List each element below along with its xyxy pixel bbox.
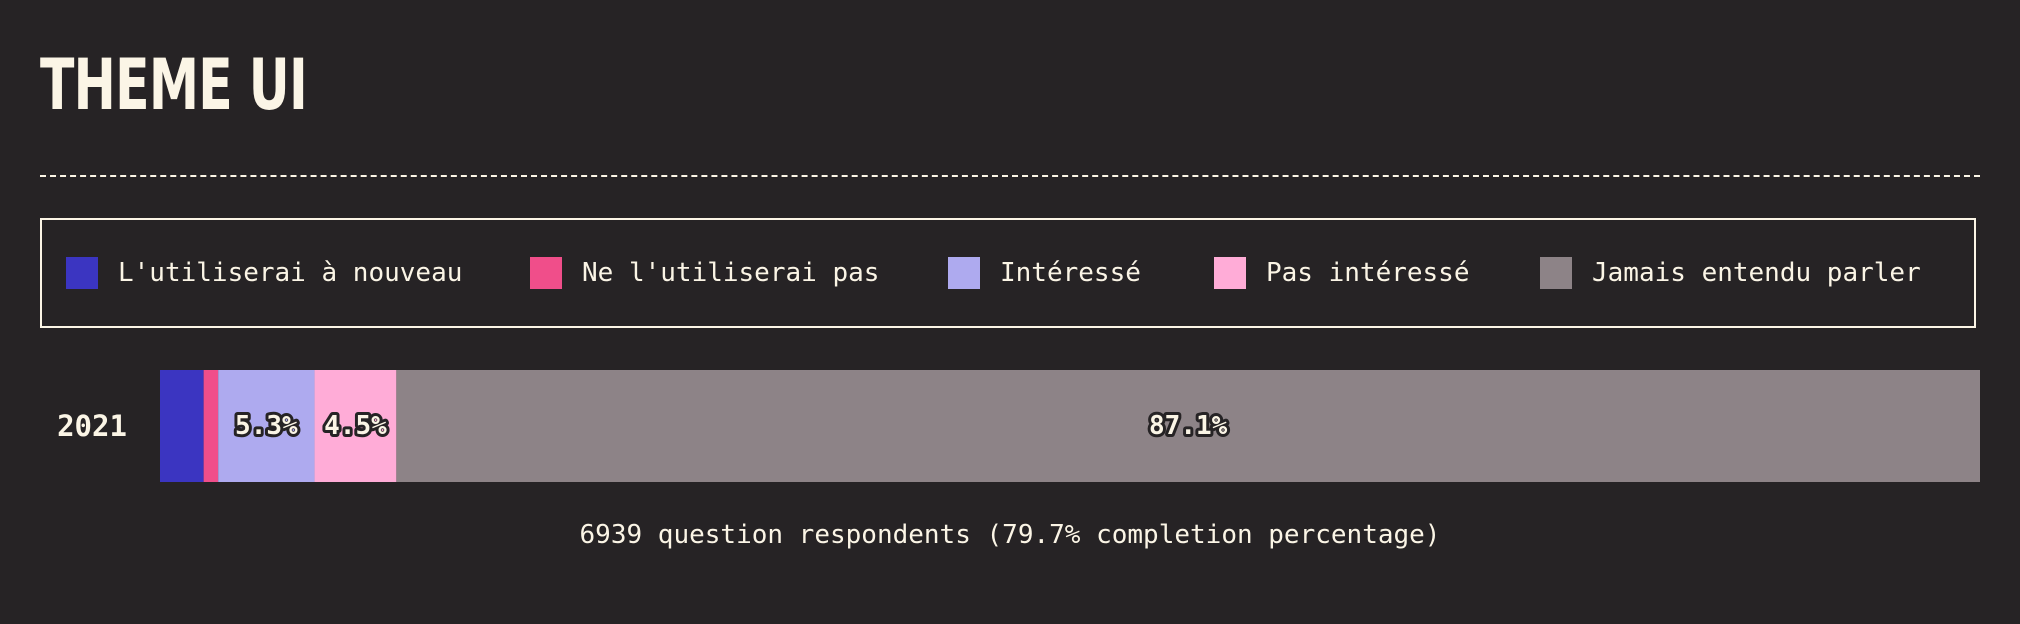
bar-segment-3[interactable] <box>314 370 397 482</box>
legend-swatch <box>1214 257 1246 289</box>
legend-swatch <box>66 257 98 289</box>
legend-item-would-not-use[interactable]: Ne l'utiliserai pas <box>530 257 879 289</box>
category-label-2021: 2021 <box>57 409 127 443</box>
legend-item-would-use-again[interactable]: L'utiliserai à nouveau <box>66 257 462 289</box>
bar-segment-0[interactable] <box>160 370 204 482</box>
legend-label: Ne l'utiliserai pas <box>582 258 880 288</box>
stacked-bar-svg: 5.3% 4.5% 87.1% <box>160 370 1980 482</box>
legend-label: Intéressé <box>1000 258 1141 288</box>
legend-swatch <box>530 257 562 289</box>
legend-item-interested[interactable]: Intéressé <box>948 257 1141 289</box>
bar-segment-label-3: 4.5% <box>324 411 387 441</box>
bar-segment-label-4: 87.1% <box>1149 411 1228 441</box>
bar-segment-label-2: 5.3% <box>235 411 298 441</box>
legend-item-not-interested[interactable]: Pas intéressé <box>1214 257 1470 289</box>
legend-swatch <box>948 257 980 289</box>
respondents-note: 6939 question respondents (79.7% complet… <box>579 520 1441 550</box>
bar-segment-1[interactable] <box>203 370 219 482</box>
stacked-bar-2021: 5.3% 4.5% 87.1% <box>160 370 1980 482</box>
bar-segment-4[interactable] <box>396 370 1980 482</box>
legend-label: Pas intéressé <box>1266 258 1470 288</box>
bar-segment-2[interactable] <box>218 370 315 482</box>
legend-label: L'utiliserai à nouveau <box>118 258 463 288</box>
legend-swatch <box>1540 257 1572 289</box>
legend-label: Jamais entendu parler <box>1592 258 1921 288</box>
chart-title: THEME UI <box>40 44 308 126</box>
title-divider <box>40 175 1980 177</box>
chart-legend: L'utiliserai à nouveau Ne l'utiliserai p… <box>40 218 1976 328</box>
legend-item-never-heard[interactable]: Jamais entendu parler <box>1540 257 1921 289</box>
